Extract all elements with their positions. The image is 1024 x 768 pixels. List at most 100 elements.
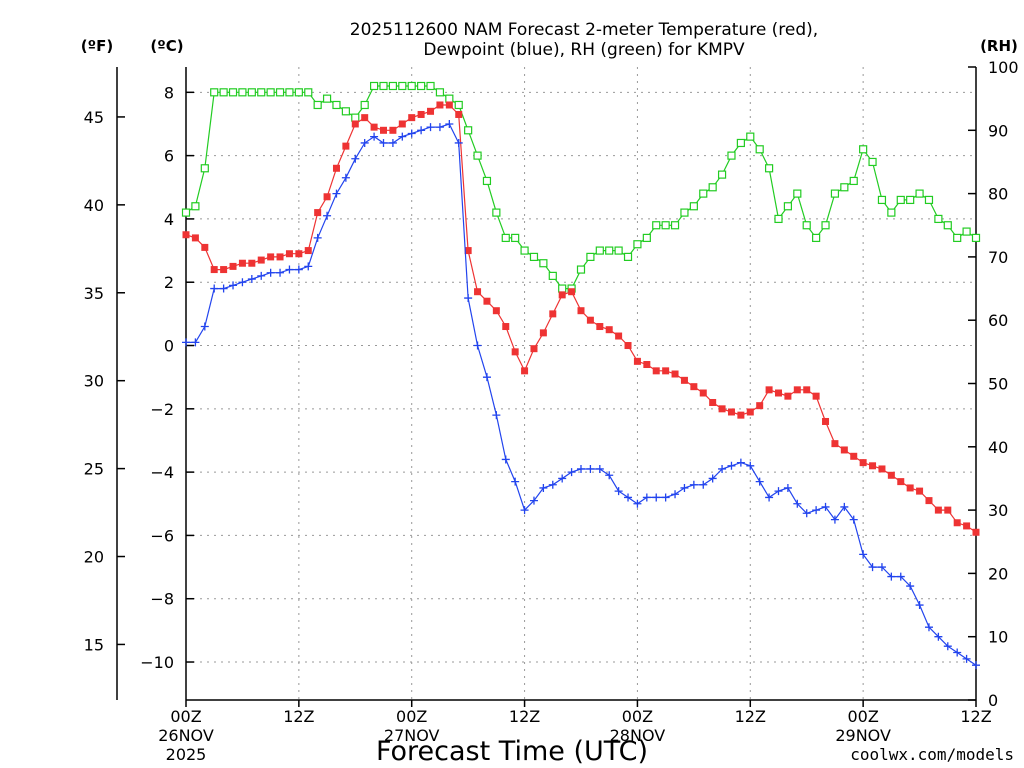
dewpoint-point [200,322,209,331]
temperature-point [257,256,265,264]
rh-point [849,176,858,186]
temperature-point [727,408,735,416]
fahrenheit-tick-label: 15 [84,635,104,654]
temperature-point [624,342,632,350]
temperature-point [220,266,228,274]
dewpoint-point [191,338,200,347]
rh-point [360,100,369,110]
rh-point [398,81,407,91]
rh-tick-label: 10 [988,628,1008,647]
temperature-point [596,323,604,331]
rh-point [708,183,717,192]
chart-title-line2: Dewpoint (blue), RH (green) for KMPV [423,40,745,60]
rh-point [247,88,256,97]
dewpoint-point [548,480,557,489]
temperature-point [182,231,190,239]
dewpoint-point [624,493,633,502]
temperature-point [436,101,444,109]
time-tick-date-label: 26NOV [158,726,214,745]
dewpoint-series [182,119,980,670]
dewpoint-point [341,173,350,182]
temperature-point [238,259,246,267]
celsius-tick-label: −2 [150,400,174,419]
rh-point [934,214,943,224]
rh-point [821,221,830,230]
fahrenheit-tick-label: 25 [84,460,104,479]
rh-point [210,88,219,97]
temperature-point [201,243,209,251]
rh-point [840,183,849,192]
rh-point [181,208,191,217]
dewpoint-point [746,461,755,470]
rh-point [304,88,313,97]
rh-point [558,284,567,293]
dewpoint-point [962,654,971,663]
temperature-point [812,392,820,400]
celsius-tick-label: −4 [150,463,174,482]
rh-point [877,195,887,205]
dewpoint-point [511,477,520,486]
temperature-point [351,120,359,128]
time-tick-year-label: 2025 [166,745,207,764]
rh-point [266,88,275,97]
temperature-point [737,411,745,419]
temperature-point [511,348,519,356]
temperature-point [963,522,971,530]
temperature-point [474,288,482,296]
rh-point [501,233,510,243]
rh-point [238,88,247,97]
dewpoint-point [182,338,190,347]
rh-point [962,227,971,236]
temperature-point [746,408,754,416]
temperature-point [530,345,538,353]
dewpoint-point [736,458,745,467]
rh-point [388,81,398,91]
temperature-point [972,528,980,536]
dewpoint-point [727,461,736,470]
rh-tick-label: 70 [988,248,1008,267]
temperature-point [934,506,942,514]
dewpoint-point [943,642,952,651]
time-tick-date-label: 29NOV [835,726,891,745]
time-tick-label: 12Z [735,707,766,726]
rh-point [351,113,360,122]
temperature-point [370,123,378,131]
dewpoint-point [294,265,303,274]
rh-point [294,88,303,97]
rh-point [783,202,793,211]
temperature-point [492,307,500,315]
rh-point [727,151,736,160]
temperature-point [718,405,726,413]
rh-point [633,240,642,249]
dewpoint-point [464,294,473,303]
rh-point [548,271,557,280]
temperature-point [577,307,585,315]
temperature-point [455,110,463,118]
dewpoint-point [558,474,567,483]
dewpoint-point [323,211,332,220]
dewpoint-point [924,623,933,632]
temperature-point [276,253,284,261]
rh-point [200,164,209,173]
rh-point [924,195,934,205]
dewpoint-point [257,271,266,280]
dewpoint-line [186,123,977,666]
dewpoint-point [370,132,379,141]
time-tick-label: 12Z [960,707,991,726]
dewpoint-point [774,487,783,496]
dewpoint-point [210,284,219,293]
rh-point [906,195,915,205]
dewpoint-point [680,483,689,492]
temperature-point [229,262,237,270]
rh-point [793,189,802,198]
rh-point [764,164,774,173]
temperature-point [709,398,717,406]
temperature-point [586,316,594,324]
dewpoint-point [887,572,896,581]
time-tick-date-label: 27NOV [384,726,440,745]
rh-point [736,138,745,148]
rh-tick-label: 90 [988,121,1008,140]
fahrenheit-tick-label: 20 [84,548,104,567]
dewpoint-point [765,493,774,502]
rh-point [576,265,586,274]
